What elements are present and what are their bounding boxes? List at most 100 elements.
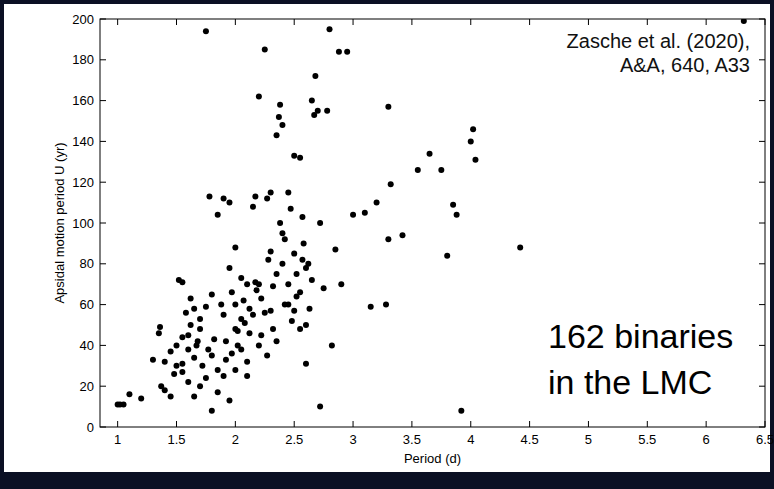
y-tick xyxy=(759,141,765,142)
point xyxy=(299,214,305,220)
point xyxy=(232,244,238,250)
point xyxy=(309,277,315,283)
point xyxy=(383,302,389,308)
x-tick xyxy=(176,19,177,25)
point xyxy=(215,212,221,218)
x-tick-label: 2 xyxy=(232,432,239,447)
x-tick xyxy=(588,19,589,25)
x-tick xyxy=(353,421,354,427)
y-tick xyxy=(100,304,106,305)
point xyxy=(215,389,221,395)
x-tick xyxy=(411,19,412,25)
point xyxy=(279,122,285,128)
point xyxy=(385,236,391,242)
point xyxy=(350,212,356,218)
point xyxy=(470,126,476,132)
x-tick-label: 5.5 xyxy=(638,432,656,447)
point xyxy=(317,220,323,226)
x-tick-label: 5 xyxy=(585,432,592,447)
point xyxy=(223,357,229,363)
point xyxy=(312,73,318,79)
x-tick xyxy=(765,421,766,427)
x-tick-label: 3 xyxy=(349,432,356,447)
y-tick-label: 160 xyxy=(72,93,94,108)
x-tick xyxy=(235,19,236,25)
point xyxy=(321,285,327,291)
point xyxy=(174,363,180,369)
point xyxy=(199,363,205,369)
point xyxy=(209,408,215,414)
point xyxy=(229,351,235,357)
point xyxy=(438,167,444,173)
point xyxy=(223,338,229,344)
x-tick-label: 1 xyxy=(114,432,121,447)
point xyxy=(265,257,271,263)
point xyxy=(268,308,274,314)
y-tick xyxy=(759,223,765,224)
point xyxy=(121,402,127,408)
point xyxy=(368,304,374,310)
point xyxy=(262,47,268,53)
x-tick xyxy=(117,421,118,427)
x-tick-label: 4.5 xyxy=(521,432,539,447)
point xyxy=(191,393,197,399)
point xyxy=(338,281,344,287)
point xyxy=(191,306,197,312)
x-tick-label: 4 xyxy=(467,432,474,447)
point xyxy=(244,281,250,287)
point xyxy=(242,320,248,326)
x-tick-label: 3.5 xyxy=(403,432,421,447)
y-tick-label: 100 xyxy=(72,216,94,231)
point xyxy=(301,240,307,246)
point xyxy=(258,295,264,301)
count-annotation: 162 binaries xyxy=(548,317,733,355)
point xyxy=(209,353,215,359)
point xyxy=(126,391,132,397)
point xyxy=(279,230,285,236)
count-annotation: in the LMC xyxy=(548,363,712,401)
y-tick-label: 120 xyxy=(72,175,94,190)
x-tick xyxy=(706,19,707,25)
point xyxy=(174,342,180,348)
x-tick xyxy=(294,19,295,25)
point xyxy=(741,19,747,24)
point xyxy=(305,261,311,267)
x-tick xyxy=(411,421,412,427)
y-tick xyxy=(100,141,106,142)
y-axis-title: Apsidal motion period U (yr) xyxy=(52,142,67,303)
point xyxy=(279,261,285,267)
point xyxy=(264,196,270,202)
points xyxy=(115,19,747,414)
point xyxy=(197,383,203,389)
point xyxy=(332,247,338,253)
point xyxy=(238,346,244,352)
point xyxy=(299,257,305,263)
y-tick-label: 40 xyxy=(80,338,94,353)
point xyxy=(285,302,291,308)
point xyxy=(171,371,177,377)
point xyxy=(138,395,144,401)
y-tick xyxy=(759,100,765,101)
point xyxy=(241,298,247,304)
point xyxy=(268,189,274,195)
point xyxy=(150,357,156,363)
point xyxy=(303,361,309,367)
point xyxy=(264,353,270,359)
point xyxy=(221,373,227,379)
y-tick xyxy=(100,345,106,346)
point xyxy=(252,193,258,199)
x-tick xyxy=(470,19,471,25)
point xyxy=(232,367,238,373)
point xyxy=(211,336,217,342)
y-tick xyxy=(100,19,106,20)
x-tick xyxy=(529,19,530,25)
y-tick-label: 60 xyxy=(80,297,94,312)
point xyxy=(254,287,260,293)
y-tick xyxy=(759,304,765,305)
point xyxy=(454,212,460,218)
y-tick xyxy=(100,100,106,101)
point xyxy=(179,369,185,375)
y-tick-label: 180 xyxy=(72,52,94,67)
point xyxy=(282,236,288,242)
point xyxy=(197,326,203,332)
